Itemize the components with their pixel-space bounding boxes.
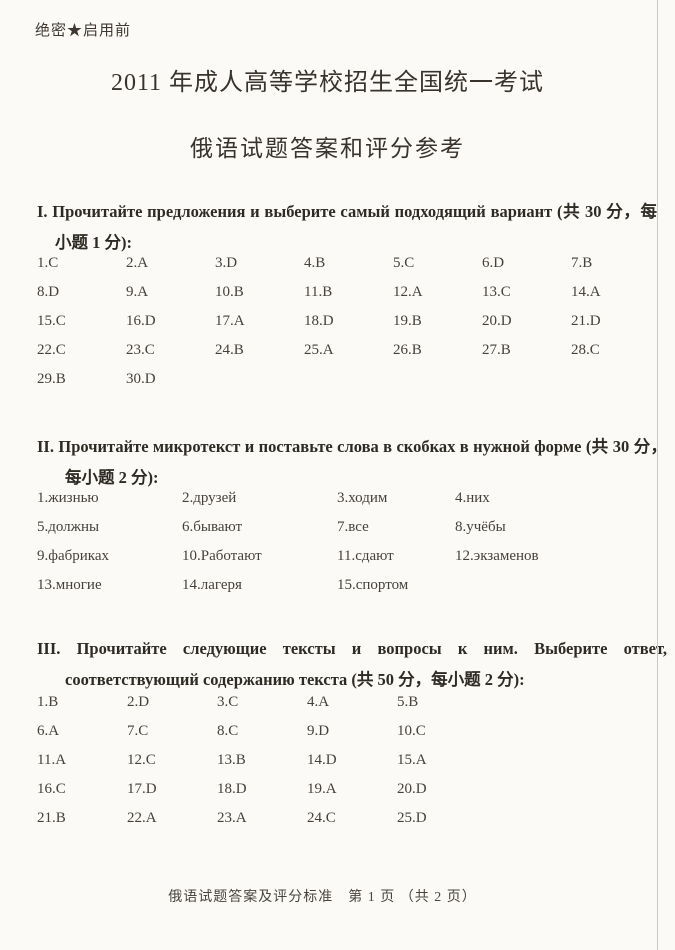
answer-item: 13.C bbox=[482, 284, 511, 300]
page-footer: 俄语试题答案及评分标准 第 1 页 （共 2 页） bbox=[168, 890, 477, 905]
doc-title: 2011 年成人高等学校招生全国统一考试 bbox=[110, 70, 545, 96]
answer-item: 27.B bbox=[482, 342, 511, 358]
answer-item: 30.D bbox=[126, 371, 156, 387]
answer-item: 13.многие bbox=[37, 577, 102, 593]
answer-item: 13.B bbox=[217, 752, 246, 768]
section-1-answer-grid: 1.C 2.A 3.D 4.B 5.C 6.D 7.B 8.D 9.A 10.B 11.B 12.A 1… bbox=[37, 249, 660, 394]
answer-item: 7.C bbox=[127, 723, 149, 739]
answer-item: 9.D bbox=[307, 723, 330, 739]
answer-item: 7.B bbox=[571, 255, 593, 271]
answer-item: 7.все bbox=[337, 519, 369, 535]
answer-item: 8.C bbox=[217, 723, 239, 739]
answer-item: 2.A bbox=[126, 255, 149, 271]
answer-item: 25.A bbox=[304, 342, 334, 358]
answer-item: 6.A bbox=[37, 723, 60, 739]
answer-item: 6.D bbox=[482, 255, 505, 271]
answer-item: 21.B bbox=[37, 810, 66, 826]
answer-item: 11.B bbox=[304, 284, 333, 300]
answer-item: 15.спортом bbox=[337, 577, 409, 593]
answer-item: 14.лагеря bbox=[182, 577, 242, 593]
answer-item: 5.B bbox=[397, 694, 419, 710]
answer-item: 24.B bbox=[215, 342, 244, 358]
answer-item: 4.них bbox=[455, 490, 490, 506]
answer-item: 25.D bbox=[397, 810, 427, 826]
answer-item: 15.C bbox=[37, 313, 66, 329]
answer-item: 19.B bbox=[393, 313, 422, 329]
section-3-heading: III. Прочитайте следующие тексты и вопро… bbox=[37, 639, 667, 689]
answer-item: 22.A bbox=[127, 810, 157, 826]
answer-item: 11.сдают bbox=[337, 548, 394, 564]
answer-item: 4.B bbox=[304, 255, 326, 271]
section-1-heading: I. Прочитайте предложения и выберите сам… bbox=[37, 202, 657, 252]
doc-subtitle: 俄语试题答案和评分参考 bbox=[190, 136, 465, 161]
answer-item: 18.D bbox=[217, 781, 247, 797]
answer-item: 1.жизнью bbox=[37, 490, 99, 506]
section-3-answer-grid: 1.B 2.D 3.C 4.A 5.B 6.A 7.C 8.C 9.D 10.C 11.A 12.C 1… bbox=[37, 688, 487, 833]
answer-item: 5.должны bbox=[37, 519, 100, 535]
answer-item: 2.друзей bbox=[182, 490, 237, 506]
answer-item: 12.A bbox=[393, 284, 423, 300]
answer-item: 20.D bbox=[397, 781, 427, 797]
section-2-answer-grid: 1.жизнью 2.друзей 3.ходим 4.них 5.должны 6.бы… bbox=[37, 484, 639, 600]
answer-item: 28.C bbox=[571, 342, 600, 358]
answer-item: 17.D bbox=[127, 781, 157, 797]
answer-item: 6.бывают bbox=[182, 519, 243, 535]
answer-item: 1.B bbox=[37, 694, 59, 710]
answer-item: 10.Работают bbox=[182, 548, 262, 564]
answer-item: 9.фабриках bbox=[37, 548, 110, 564]
answer-item: 10.C bbox=[397, 723, 426, 739]
answer-item: 10.B bbox=[215, 284, 244, 300]
answer-item: 8.D bbox=[37, 284, 60, 300]
answer-item: 26.B bbox=[393, 342, 422, 358]
answer-item: 23.C bbox=[126, 342, 155, 358]
answer-item: 14.A bbox=[571, 284, 601, 300]
answer-item: 12.C bbox=[127, 752, 156, 768]
answer-item: 14.D bbox=[307, 752, 337, 768]
answer-item: 29.B bbox=[37, 371, 66, 387]
answer-item: 1.C bbox=[37, 255, 59, 271]
answer-item: 4.A bbox=[307, 694, 330, 710]
scan-artifact-line bbox=[657, 0, 658, 950]
answer-item: 15.A bbox=[397, 752, 427, 768]
answer-item: 8.учёбы bbox=[455, 519, 506, 535]
answer-item: 3.D bbox=[215, 255, 238, 271]
answer-item: 16.C bbox=[37, 781, 66, 797]
answer-item: 21.D bbox=[571, 313, 601, 329]
answer-item: 9.A bbox=[126, 284, 149, 300]
answer-item: 11.A bbox=[37, 752, 67, 768]
answer-item: 3.ходим bbox=[337, 490, 388, 506]
classification-banner: 绝密★启用前 bbox=[35, 23, 132, 39]
answer-item: 3.C bbox=[217, 694, 239, 710]
answer-item: 23.A bbox=[217, 810, 247, 826]
answer-item: 17.A bbox=[215, 313, 245, 329]
answer-item: 24.C bbox=[307, 810, 336, 826]
answer-item: 22.C bbox=[37, 342, 66, 358]
answer-item: 2.D bbox=[127, 694, 150, 710]
answer-item: 20.D bbox=[482, 313, 512, 329]
answer-item: 18.D bbox=[304, 313, 334, 329]
answer-item: 16.D bbox=[126, 313, 156, 329]
answer-item: 12.экзаменов bbox=[455, 548, 539, 564]
answer-item: 19.A bbox=[307, 781, 337, 797]
section-2-heading: II. Прочитайте микротекст и поставьте сл… bbox=[37, 437, 667, 487]
answer-item: 5.C bbox=[393, 255, 415, 271]
